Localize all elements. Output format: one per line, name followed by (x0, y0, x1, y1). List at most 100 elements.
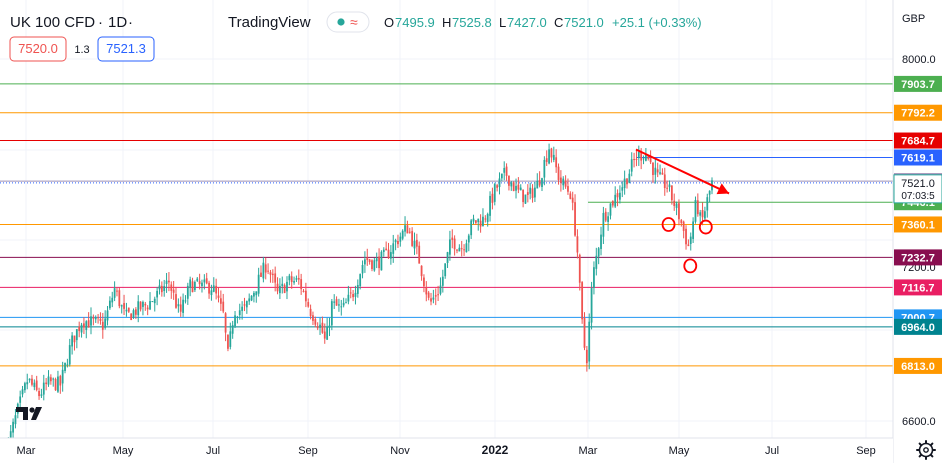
candle-body (125, 309, 128, 312)
timeframe[interactable]: 1D (108, 14, 127, 31)
candle-body (581, 282, 584, 320)
candle-body (413, 240, 416, 249)
candle-body (616, 193, 619, 198)
gear-icon[interactable] (916, 440, 936, 460)
candle-body (441, 276, 444, 286)
candle-body (626, 178, 628, 185)
candle-body (338, 304, 340, 306)
candle-body (678, 203, 680, 220)
ohlc-low: 7427.0 (507, 15, 547, 30)
level-label-box (894, 216, 942, 233)
candle-body (323, 331, 326, 339)
candle-body (588, 321, 591, 362)
candle-body (569, 193, 572, 199)
candle-body (696, 200, 699, 215)
candle-body (182, 299, 184, 313)
candle-body (708, 190, 711, 195)
market-status-pill[interactable]: ≈ (326, 11, 370, 33)
candle-body (172, 289, 175, 293)
tradingview-logo-icon[interactable] (16, 407, 42, 420)
candle-body (212, 285, 215, 292)
symbol-separator-2: · (128, 14, 133, 31)
candle-body (451, 237, 454, 240)
candle-body (387, 249, 390, 259)
candle-body (647, 156, 650, 159)
candle-body (385, 248, 388, 251)
candle-body (614, 194, 617, 207)
candle-body (68, 345, 71, 365)
candle-body (538, 180, 541, 186)
candle-body (628, 173, 631, 184)
time-axis[interactable] (0, 438, 893, 463)
time-axis-ticks: Mar May Jul Sep Nov 2022 Mar May Jul Sep (17, 443, 876, 457)
candle-body (519, 187, 522, 191)
level-label: 7360.1 (901, 219, 935, 231)
candle-body (149, 301, 151, 310)
sell-button[interactable]: 7520.0 (9, 36, 67, 62)
symbol-name[interactable]: UK 100 CFD (10, 14, 95, 31)
candle-body (158, 285, 161, 290)
candle-body (236, 316, 239, 318)
candle-body (675, 203, 678, 208)
candle-body (444, 263, 447, 277)
candle-body (186, 285, 189, 299)
candle-body (508, 175, 510, 186)
drawings (635, 148, 730, 274)
buy-button[interactable]: 7521.3 (97, 36, 155, 62)
candle-body (165, 280, 168, 284)
status-dot-icon (337, 18, 345, 26)
candle-body (201, 282, 203, 287)
candle-body (75, 329, 78, 341)
time-tick: Nov (390, 445, 410, 457)
candle-body (85, 321, 88, 330)
circle-annotation[interactable] (661, 217, 676, 232)
candle-body (189, 279, 192, 288)
candle-body (484, 218, 487, 220)
candle-body (430, 298, 432, 302)
candle-body (156, 290, 159, 298)
candle-body (611, 201, 614, 206)
candle-body (687, 244, 690, 247)
level-labels: 7903.77792.27684.77619.17527.77446.17360… (893, 75, 942, 374)
candle-body (515, 185, 517, 191)
candle-body (66, 364, 69, 366)
candle-body (682, 221, 685, 231)
candle-body (623, 178, 626, 189)
candle-body (401, 230, 404, 239)
candle-body (439, 285, 442, 294)
circle-annotation[interactable] (698, 219, 713, 235)
candle-body (269, 272, 272, 275)
candle-body (371, 260, 373, 270)
candle-body (116, 290, 118, 292)
candle-body (666, 187, 669, 189)
candle-body (255, 291, 258, 296)
candle-body (399, 236, 402, 242)
candle-body (64, 362, 66, 372)
candle-body (139, 301, 142, 310)
candle-body (404, 225, 406, 232)
candle-body (482, 216, 484, 227)
candle-body (359, 274, 362, 287)
candle-body (361, 264, 364, 274)
candle-body (335, 299, 338, 306)
candle-body (38, 391, 40, 397)
circle-annotation[interactable] (683, 258, 698, 274)
candle-body (630, 159, 633, 172)
candle-body (689, 236, 692, 244)
candle-body (267, 270, 269, 272)
candle-body (196, 278, 199, 281)
candle-body (380, 251, 383, 271)
candle-body (420, 265, 423, 277)
trendline[interactable] (635, 148, 730, 195)
candle-body (489, 195, 491, 216)
candle-body (541, 178, 543, 187)
candle-body (330, 301, 333, 326)
level-label-box (894, 149, 942, 166)
candle-body (576, 236, 579, 253)
candle-body (321, 322, 324, 333)
candle-body (234, 315, 236, 327)
candle-body (184, 300, 187, 302)
level-label-box (894, 75, 942, 92)
